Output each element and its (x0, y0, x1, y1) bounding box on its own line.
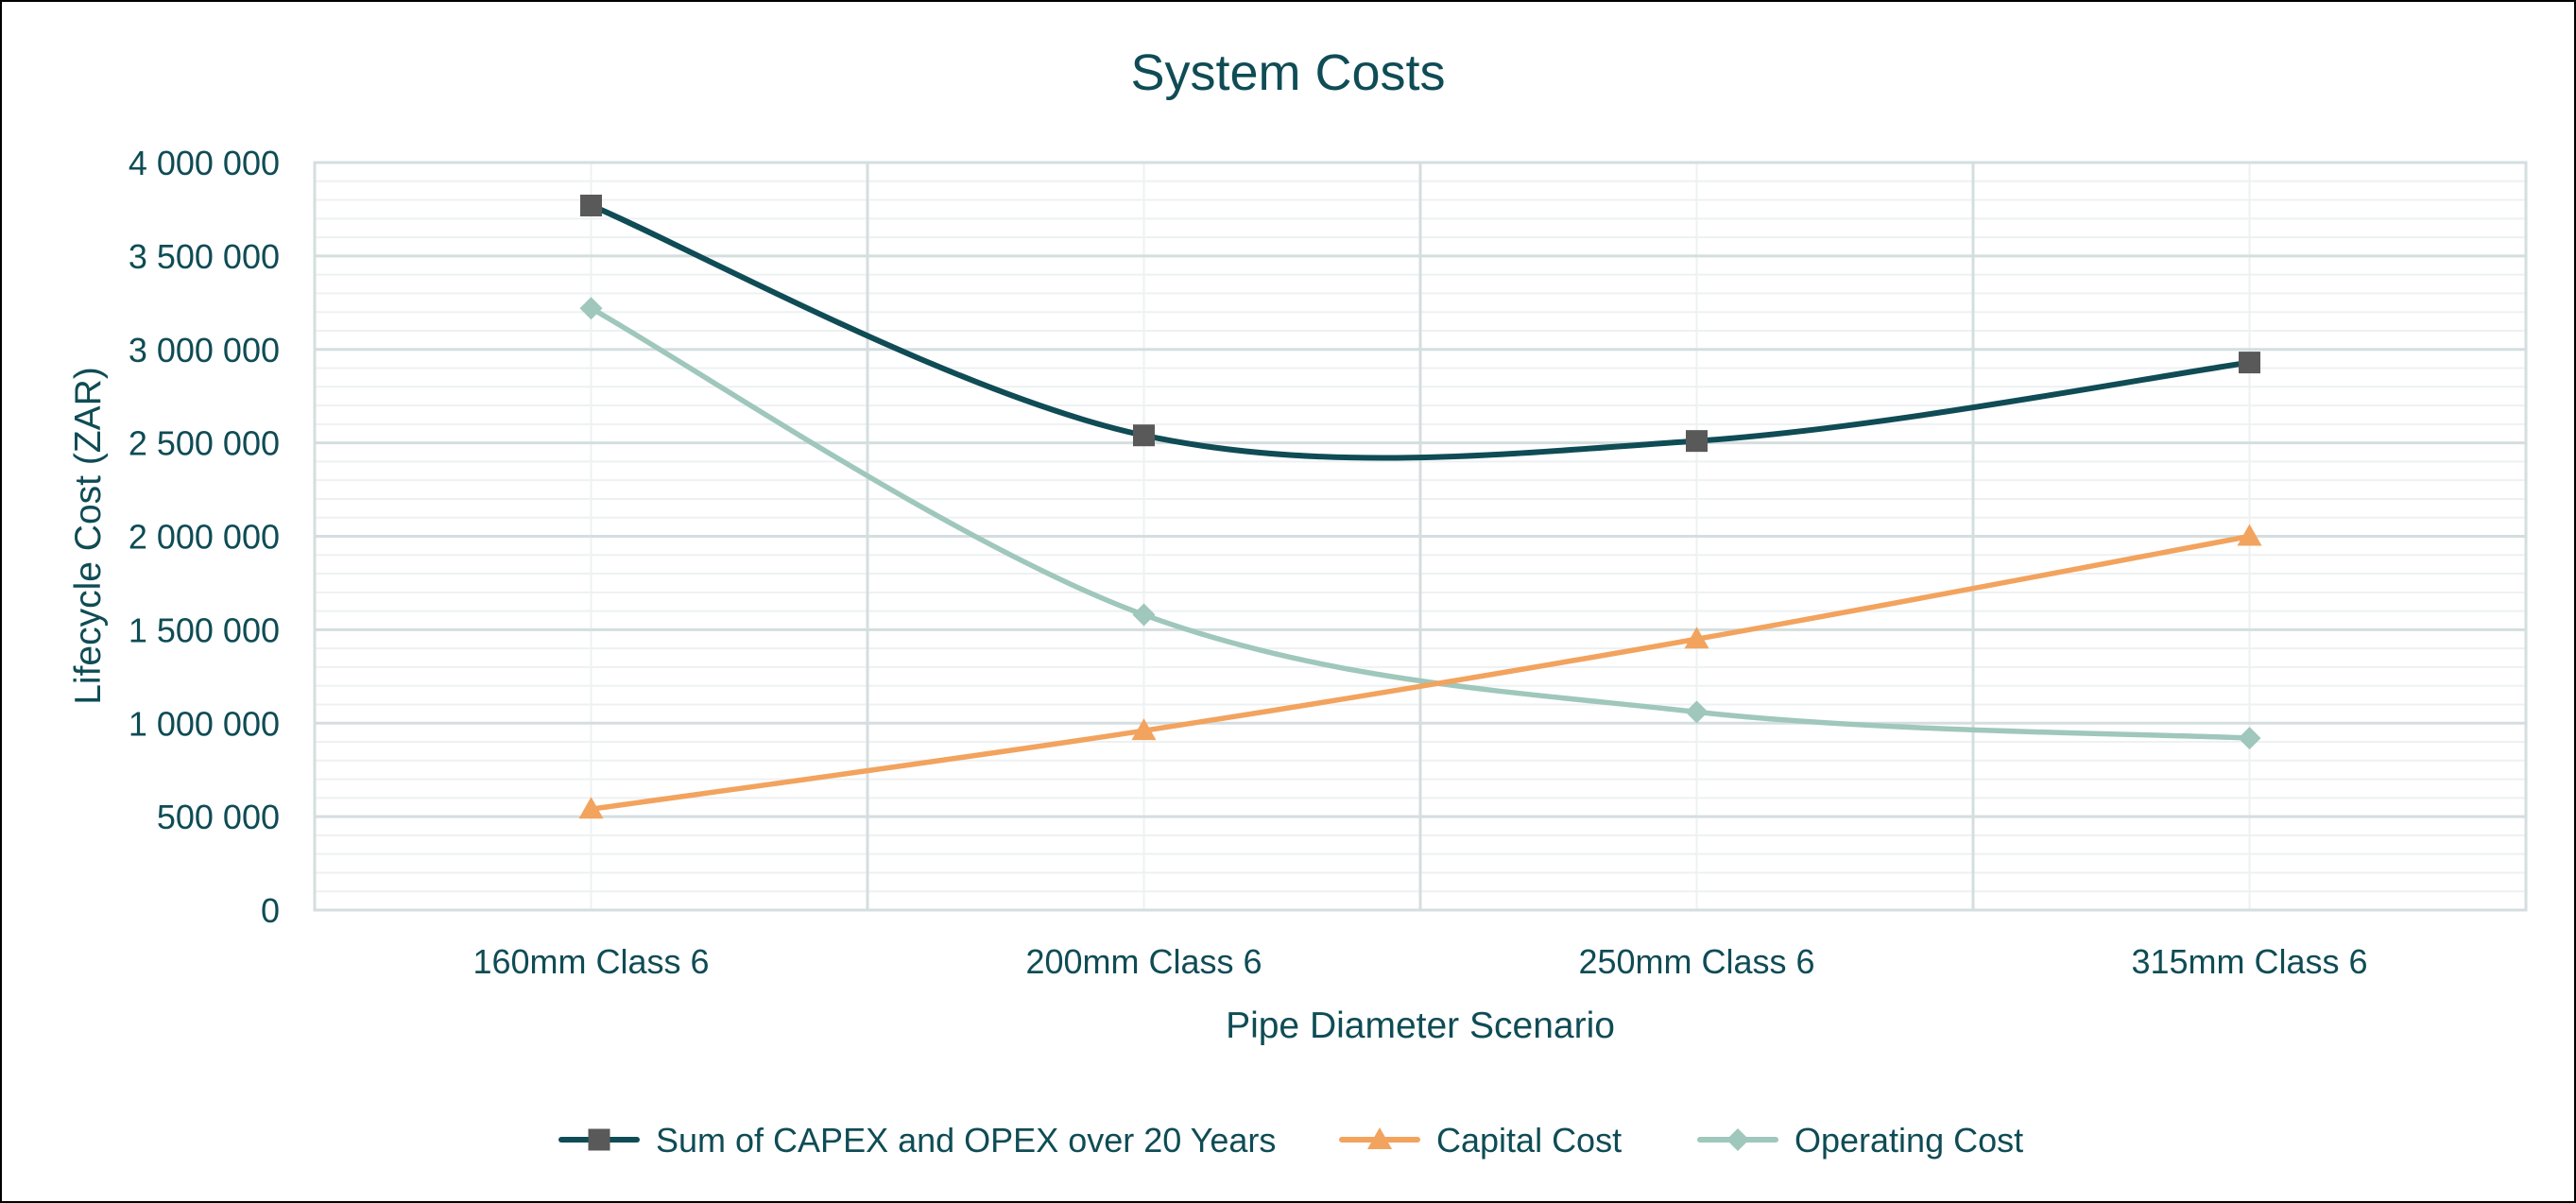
y-axis-tick-labels: 0 500 000 1 000 000 1 500 000 2 000 000 2 500… (129, 144, 280, 930)
y-tick-label: 3 000 000 (129, 331, 280, 369)
series-line-3 (588, 305, 2253, 741)
legend-swatch-marker (1367, 1127, 1392, 1149)
legend-swatch-marker (1726, 1128, 1749, 1151)
data-point-series-2 (578, 797, 604, 819)
plot-area-border (313, 161, 2528, 912)
y-tick-label: 2 500 000 (129, 424, 280, 463)
data-point-series-1 (2239, 352, 2260, 374)
y-tick-label: 1 000 000 (129, 704, 280, 743)
x-tick-label: 315mm Class 6 (2131, 942, 2367, 981)
data-point-series-3 (1685, 700, 1709, 724)
data-point-series-2 (1684, 627, 1709, 649)
y-tick-label: 0 (261, 891, 280, 930)
grid-layer (315, 161, 2526, 912)
data-point-series-3 (1132, 603, 1156, 627)
legend-item-2: Capital Cost (1339, 1121, 1622, 1160)
legend: Sum of CAPEX and OPEX over 20 Years Capit… (558, 1121, 2023, 1160)
x-tick-label: 200mm Class 6 (1025, 942, 1262, 981)
x-tick-label: 250mm Class 6 (1578, 942, 1814, 981)
data-point-series-1 (580, 194, 602, 216)
series-lines (588, 202, 2253, 812)
data-point-series-3 (579, 297, 603, 320)
x-axis-title: Pipe Diameter Scenario (1226, 1005, 1615, 1046)
data-point-series-1 (1133, 424, 1155, 447)
y-tick-label: 500 000 (157, 798, 280, 836)
y-tick-label: 2 000 000 (129, 518, 280, 557)
y-tick-label: 1 500 000 (129, 610, 280, 649)
legend-label: Operating Cost (1795, 1121, 2023, 1160)
y-tick-label: 3 500 000 (129, 237, 280, 276)
data-point-series-2 (2237, 524, 2262, 546)
y-axis-title: Lifecycle Cost (ZAR) (68, 367, 109, 705)
legend-item-1: Sum of CAPEX and OPEX over 20 Years (558, 1121, 1276, 1160)
legend-label: Capital Cost (1436, 1121, 1622, 1160)
data-point-series-2 (1131, 718, 1157, 741)
x-tick-label: 160mm Class 6 (472, 942, 709, 981)
data-point-series-1 (1686, 430, 1708, 453)
legend-label: Sum of CAPEX and OPEX over 20 Years (656, 1121, 1276, 1160)
legend-swatch-marker (588, 1128, 610, 1151)
legend-item-3: Operating Cost (1697, 1121, 2023, 1160)
series-markers (578, 194, 2262, 819)
x-axis-tick-labels: 160mm Class 6 200mm Class 6 250mm Class 6 3… (472, 942, 2367, 981)
series-line-2 (588, 533, 2253, 812)
data-point-series-3 (2238, 727, 2261, 750)
chart-title: System Costs (1130, 44, 1445, 101)
series-line-1 (588, 202, 2253, 461)
y-tick-label: 4 000 000 (129, 144, 280, 182)
